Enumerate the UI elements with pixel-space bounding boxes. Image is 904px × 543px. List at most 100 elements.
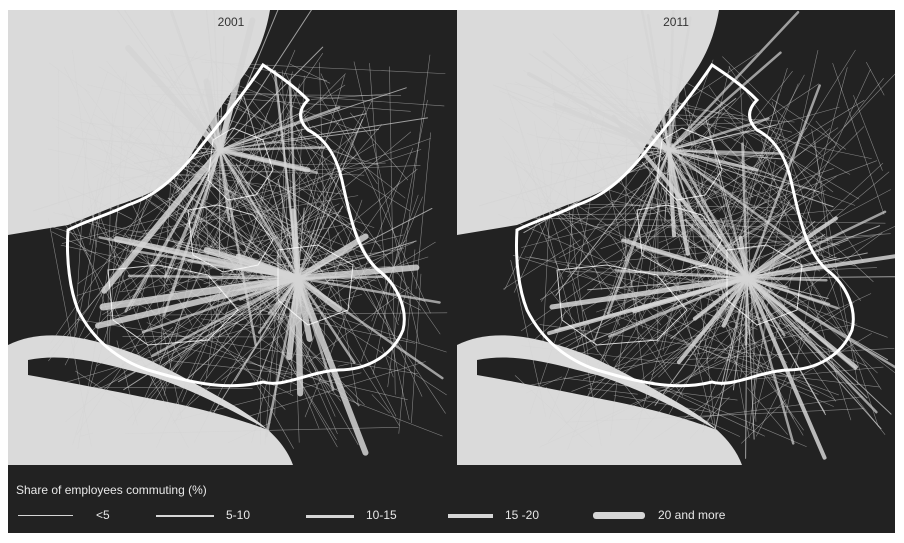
commute-flow-line xyxy=(555,149,670,296)
commute-flow-line xyxy=(667,16,692,152)
commute-flow-line xyxy=(130,93,402,96)
legend: Share of employees commuting (%) <5 5-10… xyxy=(8,465,895,533)
commute-flow-line xyxy=(632,318,834,407)
commute-flow-line xyxy=(219,110,306,151)
commute-flow-line xyxy=(692,276,749,321)
legend-title: Share of employees commuting (%) xyxy=(16,483,207,497)
commute-flow-line xyxy=(203,78,223,153)
commute-flow-line xyxy=(219,117,429,151)
commute-flow-line xyxy=(294,142,325,230)
commute-flow-line xyxy=(740,86,756,355)
commute-flow-line xyxy=(218,148,257,347)
commute-flow-line xyxy=(640,107,670,151)
commute-flow-line xyxy=(539,324,765,356)
commute-flow-line xyxy=(382,305,410,421)
commute-flow-line xyxy=(219,149,263,219)
commute-flow-line xyxy=(219,149,323,273)
commute-flow-line xyxy=(503,156,655,257)
legend-line-5-10 xyxy=(156,515,214,517)
commute-flow-line xyxy=(667,148,690,256)
commute-flow-line xyxy=(169,53,328,81)
commute-flow-line xyxy=(531,181,717,343)
commute-flow-line xyxy=(667,148,785,155)
commute-flow-line xyxy=(226,254,299,279)
commute-flow-line xyxy=(151,416,164,430)
commute-flow-line xyxy=(181,287,231,403)
commute-flow-line xyxy=(745,216,838,280)
commute-flow-line xyxy=(789,248,882,390)
commute-flow-line xyxy=(337,363,349,367)
legend-label-20-plus: 20 and more xyxy=(658,508,726,522)
commute-flow-line xyxy=(694,234,723,372)
commute-flow-line xyxy=(127,274,300,280)
commute-flow-line xyxy=(728,66,864,262)
commute-flow-line xyxy=(60,244,220,280)
commute-flow-line xyxy=(525,376,563,394)
commute-flow-line xyxy=(234,277,299,382)
legend-label-15-20: 15 -20 xyxy=(505,508,540,522)
legend-line-10-15 xyxy=(306,515,354,518)
commute-flow-line xyxy=(844,78,884,127)
map-2001-svg xyxy=(8,10,454,465)
commute-flow-line xyxy=(236,103,411,212)
commute-flow-line xyxy=(745,276,895,369)
commute-flow-line xyxy=(69,149,209,225)
commute-flow-line xyxy=(87,207,182,359)
commute-flow-line xyxy=(312,125,406,199)
commute-flow-line xyxy=(550,290,652,419)
commute-flow-line xyxy=(371,394,390,414)
commute-flow-line xyxy=(350,112,409,181)
commute-flow-line xyxy=(584,78,793,133)
commute-flow-line xyxy=(510,259,547,418)
commute-flow-line xyxy=(668,149,834,208)
commute-flow-line xyxy=(292,173,299,279)
commute-flow-line xyxy=(295,275,369,456)
commute-flow-line xyxy=(148,186,365,406)
commute-flow-line xyxy=(219,10,279,151)
commute-flow-line xyxy=(549,275,750,310)
commute-flow-line xyxy=(853,95,883,171)
commute-flow-line xyxy=(745,254,895,280)
commute-flow-line xyxy=(171,10,221,151)
commute-flow-line xyxy=(219,113,367,151)
commute-flow-line xyxy=(745,276,827,460)
panel-title-2001: 2001 xyxy=(217,15,245,29)
commute-flow-line xyxy=(745,276,828,282)
commute-flow-line xyxy=(149,162,386,168)
commute-flow-line xyxy=(722,56,822,156)
flows-2001 xyxy=(33,10,448,456)
commute-flow-line xyxy=(746,277,892,415)
commute-flow-line xyxy=(751,67,848,429)
commute-flow-line xyxy=(162,148,222,317)
commute-flow-line xyxy=(249,71,293,247)
map-2011-svg xyxy=(457,10,895,465)
commute-flow-line xyxy=(55,126,421,311)
commute-flow-line xyxy=(523,69,805,250)
commute-flow-line xyxy=(163,218,253,327)
commute-flow-line xyxy=(372,99,428,375)
commute-flow-line xyxy=(70,137,221,151)
commute-flow-line xyxy=(219,87,407,151)
commute-flow-line xyxy=(202,165,298,258)
commute-flow-line xyxy=(717,228,748,279)
commute-flow-line xyxy=(708,86,825,253)
commute-flow-line xyxy=(297,240,417,279)
commute-flow-line xyxy=(656,154,768,345)
commute-flow-line xyxy=(146,254,182,419)
commute-flow-line xyxy=(101,147,223,294)
commute-flow-line xyxy=(780,315,799,344)
commute-flow-line xyxy=(541,197,794,338)
commute-flow-line xyxy=(93,114,355,272)
commute-flow-line xyxy=(369,63,388,305)
commute-flow-line xyxy=(316,261,397,417)
legend-line-20-plus xyxy=(593,512,645,519)
commute-flow-line xyxy=(99,274,302,311)
commute-flow-line xyxy=(567,210,659,450)
commute-flow-line xyxy=(49,62,90,93)
panel-title-2011: 2011 xyxy=(663,15,689,29)
commute-flow-line xyxy=(170,360,294,375)
commute-flow-line xyxy=(745,276,786,337)
commute-flow-line xyxy=(714,277,748,433)
commute-flow-line xyxy=(151,85,445,107)
commute-flow-line xyxy=(297,208,332,279)
